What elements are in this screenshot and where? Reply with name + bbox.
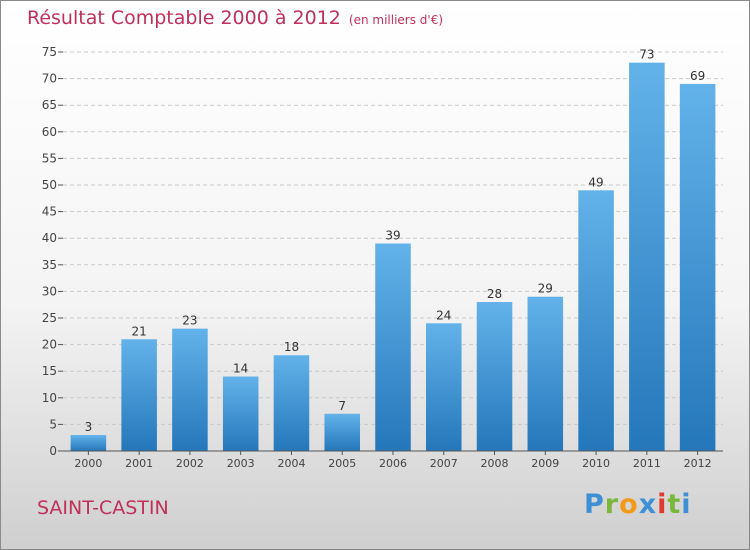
y-tick-labels: 0 5 10 15 20 25 30 35 40 45 50 55 60 65 70 75 <box>42 45 63 458</box>
x-tick-label: 2009 <box>531 457 559 470</box>
bar-value-label: 73 <box>639 48 654 62</box>
y-tick-label: 65 <box>42 98 57 112</box>
logo-letter: o <box>619 489 639 520</box>
y-tick-label: 70 <box>42 72 57 86</box>
y-tick-label: 20 <box>42 338 57 352</box>
y-tick-label: 5 <box>49 417 57 431</box>
bar-value-label: 14 <box>233 362 248 376</box>
bar-value-label: 29 <box>538 282 553 296</box>
bar <box>273 355 310 451</box>
logo-letter: r <box>604 489 620 520</box>
x-tick-label: 2000 <box>74 457 102 470</box>
x-tick-label: 2012 <box>684 457 712 470</box>
logo-letter: i <box>657 489 668 520</box>
proxiti-logo: Proxiti <box>584 489 692 520</box>
bar-value-label: 7 <box>338 399 346 413</box>
bar-value-label: 23 <box>182 314 197 328</box>
y-tick-label: 75 <box>42 45 57 59</box>
bar-value-label: 21 <box>132 324 147 338</box>
bar <box>629 62 665 451</box>
x-tick-label: 2002 <box>176 457 204 470</box>
y-tick-label: 30 <box>42 284 57 298</box>
bar <box>578 190 614 451</box>
y-tick-label: 10 <box>42 391 57 405</box>
bar <box>222 376 259 451</box>
y-tick-label: 40 <box>42 231 57 245</box>
bar <box>679 83 716 452</box>
bars <box>70 62 716 452</box>
y-tick-label: 15 <box>42 364 57 378</box>
logo-letter: P <box>584 489 605 520</box>
y-tick-label: 0 <box>49 444 57 458</box>
bar-value-label: 3 <box>85 420 93 434</box>
y-tick-label: 45 <box>42 205 57 219</box>
y-tick-label: 35 <box>42 258 57 272</box>
x-tick-labels: 2000 2001 2002 2003 2004 2005 2006 2007 2008 2009… <box>74 451 712 470</box>
bar-value-labels: 3 21 23 14 18 7 39 24 28 29 49 73 69 <box>85 48 706 434</box>
unit-note: (en milliers d'€) <box>348 13 444 27</box>
y-tick-label: 25 <box>42 311 57 325</box>
bar <box>375 243 411 451</box>
x-tick-label: 2011 <box>633 457 661 470</box>
logo-letter: x <box>638 489 658 520</box>
x-tick-label: 2003 <box>227 457 255 470</box>
bar-value-label: 39 <box>385 229 400 243</box>
bar <box>426 323 462 451</box>
bar <box>70 435 107 451</box>
x-tick-label: 2007 <box>430 457 458 470</box>
bar-value-label: 24 <box>436 308 451 322</box>
bar <box>324 413 360 451</box>
bar-value-label: 69 <box>690 69 705 83</box>
place-name: SAINT-CASTIN <box>37 497 169 519</box>
bar <box>527 296 564 451</box>
bar-value-label: 18 <box>284 340 299 354</box>
x-tick-label: 2001 <box>125 457 153 470</box>
logo-letter: i <box>681 489 692 520</box>
x-tick-label: 2006 <box>379 457 407 470</box>
x-tick-label: 2004 <box>277 457 305 470</box>
bar <box>476 302 513 451</box>
x-tick-label: 2005 <box>328 457 356 470</box>
x-tick-label: 2008 <box>481 457 509 470</box>
bar-value-label: 49 <box>588 175 603 189</box>
chart-title: Résultat Comptable 2000 à 2012 (en millie… <box>27 7 443 29</box>
bar <box>121 339 157 451</box>
y-tick-label: 55 <box>42 151 57 165</box>
bar-value-label: 28 <box>487 287 502 301</box>
chart-title-text: Résultat Comptable 2000 à 2012 <box>27 7 341 29</box>
x-tick-label: 2010 <box>582 457 610 470</box>
y-tick-label: 60 <box>42 125 57 139</box>
logo-letter: t <box>667 489 682 520</box>
bar <box>172 328 208 451</box>
y-tick-label: 50 <box>42 178 57 192</box>
